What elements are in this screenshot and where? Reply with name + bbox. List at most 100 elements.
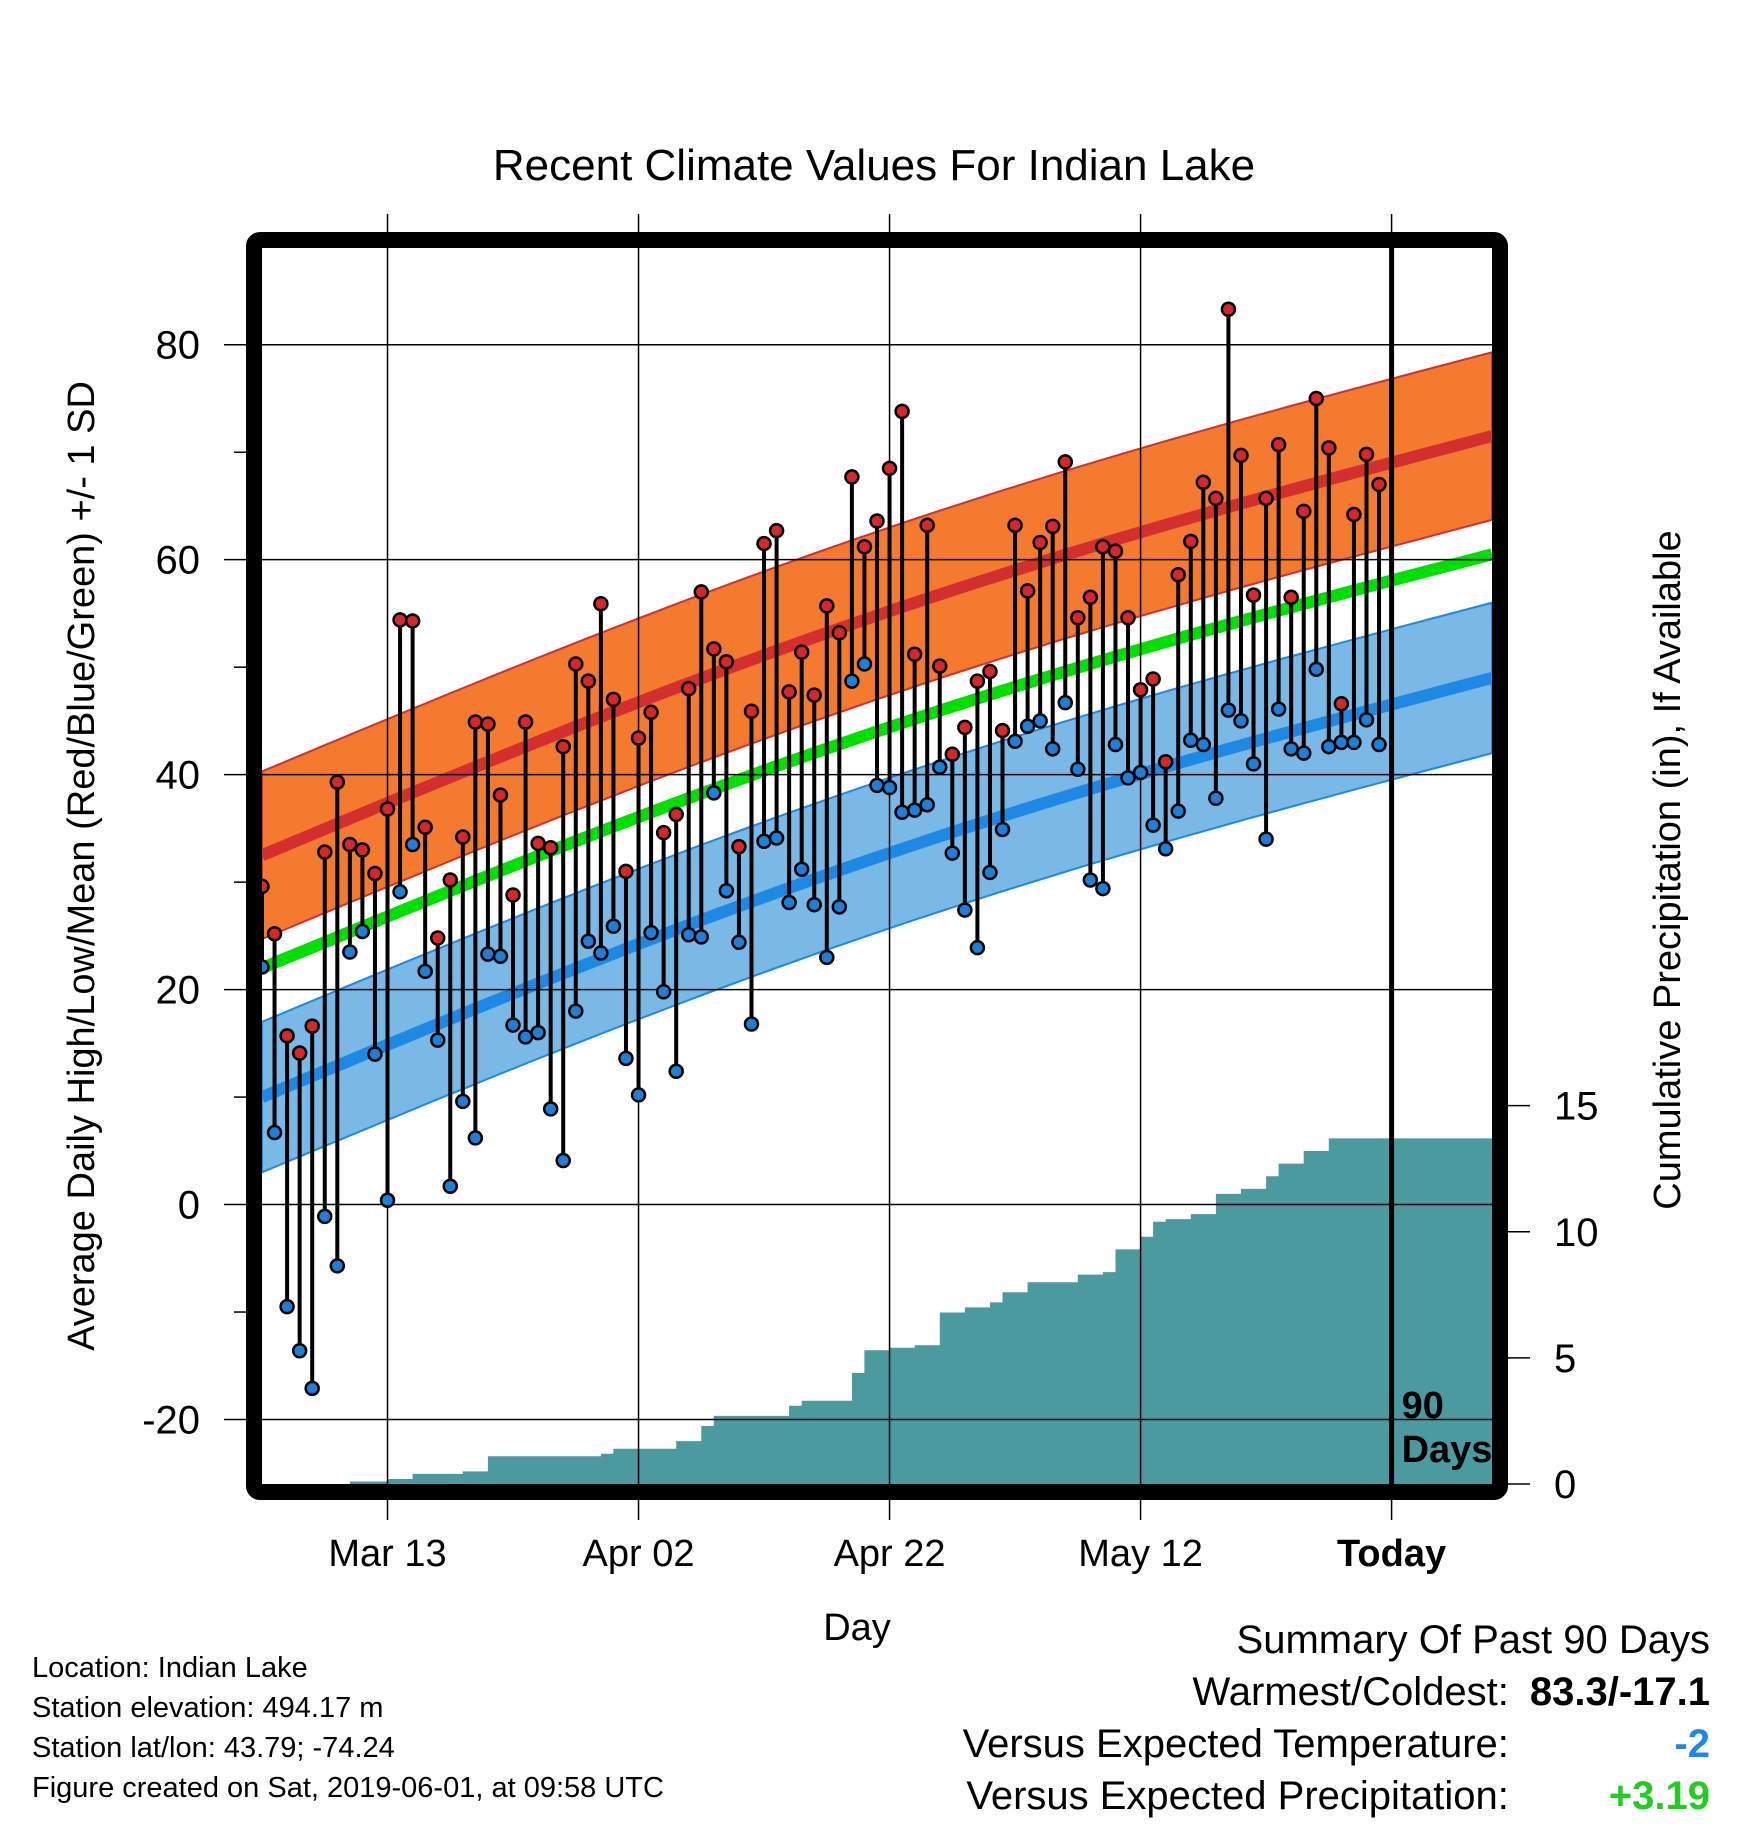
daily-high-point [1170,566,1186,583]
daily-high-point [844,469,860,485]
daily-low-point [1220,702,1237,718]
daily-high-point [580,673,597,689]
daily-low-point [1032,713,1048,729]
daily-high-point [781,684,797,700]
daily-high-point [1082,589,1099,606]
y2-tick-label: 5 [1554,1337,1576,1381]
daily-high-point [1371,476,1387,493]
daily-low-point [831,899,848,915]
daily-low-point [844,673,860,689]
daily-high-point [1007,517,1023,534]
daily-low-point [1132,764,1149,781]
daily-low-point [329,1258,346,1274]
chart-title: Recent Climate Values For Indian Lake [493,141,1255,190]
daily-low-point [1358,712,1375,728]
daily-low-point [1095,880,1111,897]
precip-area [349,1138,1492,1484]
latlon-text: Station lat/lon: 43.79; -74.24 [32,1732,395,1764]
y2-axis-label: Cumulative Precipitation (in), If Availa… [1647,530,1689,1209]
daily-low-point [1070,761,1086,778]
y-tick-label: 0 [178,1184,200,1228]
daily-high-point [354,842,371,858]
daily-high-point [1032,534,1048,551]
daily-high-point [1070,609,1086,626]
daily-high-point [831,625,848,641]
daily-low-point [580,933,597,949]
precip-anomaly-row: Versus Expected Precipitation: +3.19 [963,1770,1710,1822]
daily-low-point [1346,734,1362,751]
station-info: Location: Indian Lake Station elevation:… [32,1648,664,1808]
daily-high-point [1057,454,1074,470]
daily-high-point [1308,390,1325,407]
daily-high-point [1157,753,1174,770]
y-tick-label: 80 [156,324,201,368]
daily-high-point [756,535,772,552]
warmest-coldest-value: 83.3/-17.1 [1529,1670,1710,1714]
daily-low-point [1007,733,1023,750]
daily-low-point [869,777,885,794]
daily-high-point [618,863,634,880]
daily-high-point [718,654,735,670]
daily-low-point [593,945,609,961]
daily-low-point [994,821,1011,838]
temp-anomaly-row: Versus Expected Temperature: -2 [963,1718,1710,1770]
daily-low-point [1044,741,1061,757]
daily-high-point [367,865,383,882]
daily-high-point [693,584,710,600]
daily-high-point [932,658,948,674]
daily-high-point [542,839,559,856]
y-tick-label: 20 [156,969,201,1013]
today-label-days: Days [1402,1429,1493,1471]
daily-high-point [856,539,873,555]
daily-low-point [1170,803,1186,819]
daily-low-point [768,830,785,846]
x-tick-label: Today [1337,1533,1446,1575]
daily-low-point [1019,718,1036,735]
daily-low-point [568,1003,584,1019]
daily-high-point [819,598,835,614]
daily-low-point [793,861,810,877]
daily-low-point [982,864,998,881]
daily-high-point [1333,695,1350,712]
daily-low-point [542,1101,559,1117]
daily-high-point [1295,503,1312,520]
daily-low-point [266,1124,283,1141]
daily-high-point [1044,518,1061,535]
daily-high-point [392,612,408,628]
daily-high-point [1321,440,1337,456]
daily-low-point [781,894,797,911]
daily-high-point [1120,609,1136,626]
daily-low-point [1208,790,1224,807]
daily-low-point [944,845,961,861]
daily-high-point [982,663,998,680]
daily-high-point [329,774,346,790]
daily-low-point [894,804,910,821]
low-normal-line [262,672,1492,1103]
daily-high-point [593,596,609,612]
warmest-coldest-label: Warmest/Coldest: [1192,1670,1509,1714]
daily-high-point [605,691,622,708]
daily-high-point [643,704,659,721]
daily-low-point [1120,770,1136,786]
daily-low-point [881,779,898,796]
daily-low-point [756,833,772,850]
created-text: Figure created on Sat, 2019-06-01, at 09… [32,1772,664,1804]
daily-high-point [304,1018,320,1034]
daily-low-point [1270,701,1287,717]
daily-high-point [404,613,421,629]
daily-low-point [1295,745,1312,761]
precip-anomaly-label: Versus Expected Precipitation: [966,1774,1509,1818]
plot-frame [246,232,1508,1500]
daily-high-point [1358,446,1375,463]
temp-anomaly-label: Versus Expected Temperature: [962,1722,1509,1766]
daily-low-point [342,944,358,960]
elevation-text: Station elevation: 494.17 m [32,1692,384,1724]
daily-low-point [932,759,948,775]
daily-low-point [1057,694,1074,711]
daily-low-point [262,959,270,975]
daily-low-point [957,902,973,918]
warmest-coldest-row: Warmest/Coldest: 83.3/-17.1 [963,1666,1711,1718]
daily-high-point [1145,671,1161,687]
daily-low-point [442,1178,459,1195]
